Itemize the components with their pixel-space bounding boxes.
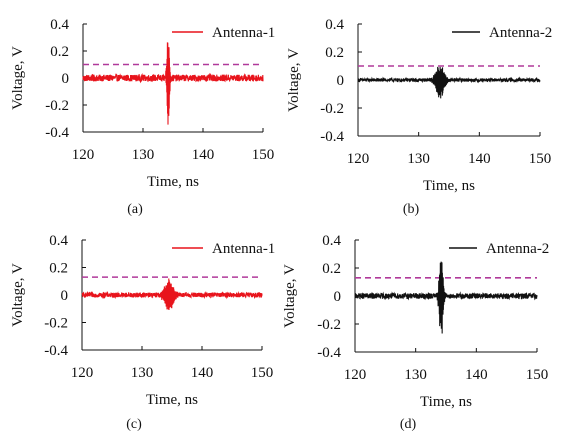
y-tick-label: 0: [337, 73, 345, 89]
x-tick-label: 130: [404, 367, 427, 383]
y-tick-label: 0.2: [50, 44, 69, 60]
panel-caption: (a): [127, 202, 143, 217]
x-tick-label: 150: [529, 151, 552, 167]
y-tick-label: 0.4: [325, 17, 344, 33]
x-axis-label: Time, ns: [420, 394, 472, 410]
y-axis-label: Voltage, V: [10, 263, 26, 327]
panel-caption: (c): [126, 417, 142, 432]
y-tick-label: -0.4: [44, 343, 68, 359]
legend-label: Antenna-2: [489, 25, 552, 41]
legend-label: Antenna-1: [212, 241, 275, 257]
x-tick-label: 150: [252, 147, 275, 163]
y-tick-label: 0.4: [50, 17, 69, 33]
x-tick-label: 140: [468, 151, 491, 167]
y-tick-label: 0: [62, 71, 70, 87]
x-axis-label: Time, ns: [146, 392, 198, 408]
y-tick-label: -0.4: [317, 345, 341, 361]
y-tick-label: 0.2: [325, 45, 344, 61]
legend-label: Antenna-1: [212, 25, 275, 41]
series-line-antenna-1: [81, 278, 263, 311]
y-tick-label: 0.2: [49, 261, 68, 277]
y-tick-label: -0.2: [45, 98, 69, 114]
y-tick-label: 0.4: [322, 233, 341, 249]
y-tick-label: -0.4: [45, 125, 69, 141]
panel-caption: (b): [403, 202, 420, 217]
x-tick-label: 120: [344, 367, 367, 383]
y-axis-label: Voltage, V: [282, 264, 298, 328]
y-axis-label: Voltage, V: [10, 46, 26, 110]
y-tick-label: 0: [61, 288, 69, 304]
series-line-antenna-2: [357, 66, 541, 99]
x-tick-label: 130: [407, 151, 430, 167]
x-tick-label: 140: [192, 147, 215, 163]
y-tick-label: 0.2: [322, 261, 341, 277]
series-line-antenna-1: [82, 42, 264, 125]
x-axis-label: Time, ns: [147, 174, 199, 190]
y-tick-label: 0: [334, 289, 342, 305]
x-tick-label: 130: [132, 147, 155, 163]
x-tick-label: 120: [72, 147, 95, 163]
x-axis-label: Time, ns: [423, 178, 475, 194]
panel-caption: (d): [400, 417, 417, 432]
y-tick-label: -0.4: [320, 129, 344, 145]
y-tick-label: -0.2: [44, 316, 68, 332]
x-tick-label: 150: [526, 367, 549, 383]
x-tick-label: 140: [191, 365, 214, 381]
x-tick-label: 140: [465, 367, 488, 383]
x-tick-label: 150: [251, 365, 274, 381]
x-tick-label: 130: [131, 365, 154, 381]
y-axis-label: Voltage, V: [286, 48, 302, 112]
x-tick-label: 120: [347, 151, 370, 167]
x-tick-label: 120: [71, 365, 94, 381]
y-tick-label: -0.2: [317, 317, 341, 333]
series-line-antenna-2: [354, 261, 538, 334]
y-tick-label: 0.4: [49, 233, 68, 249]
y-tick-label: -0.2: [320, 101, 344, 117]
legend-label: Antenna-2: [486, 241, 549, 257]
